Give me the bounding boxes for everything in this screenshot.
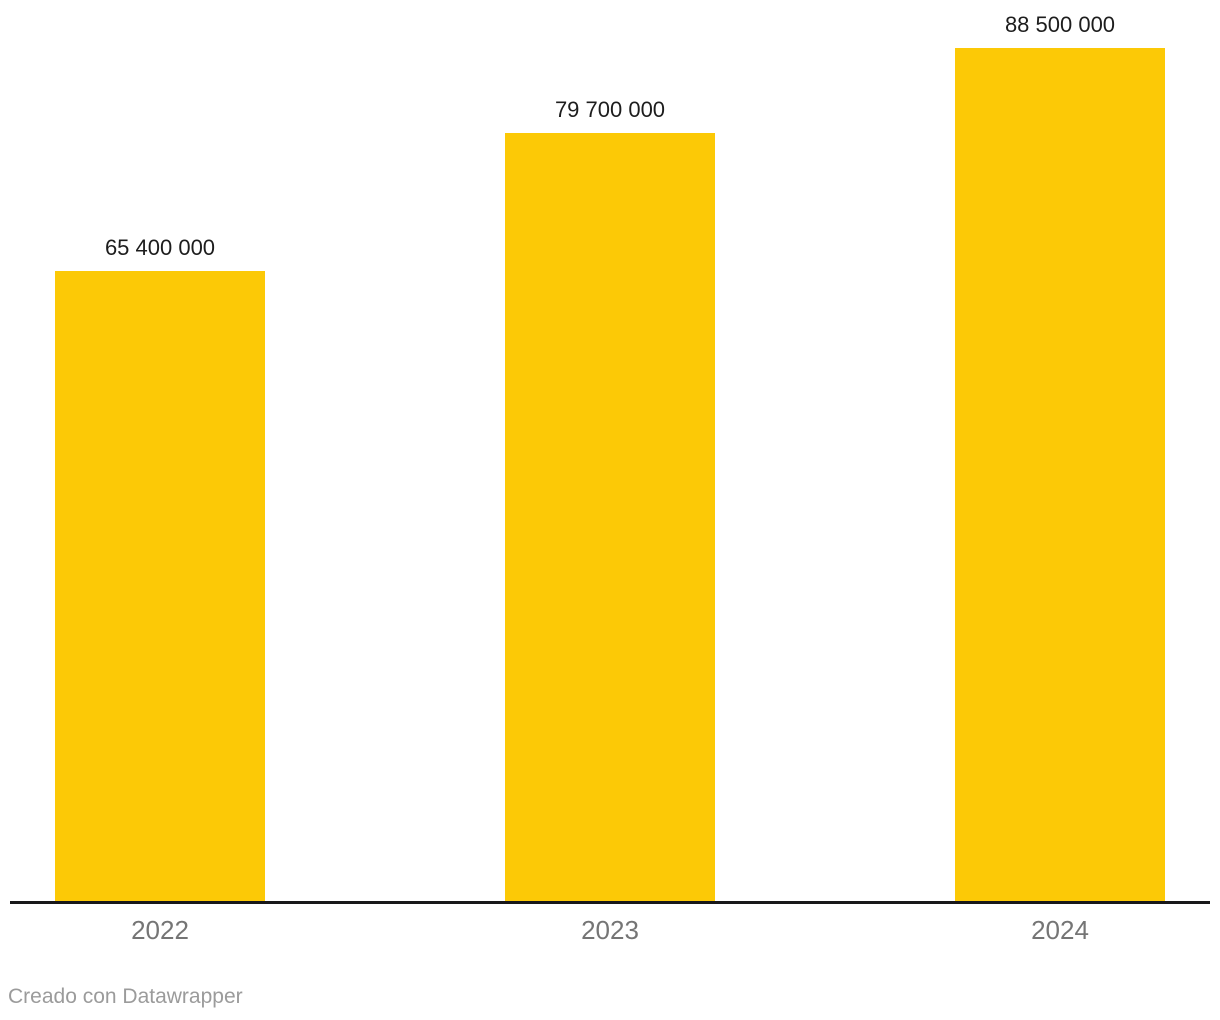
- x-tick-2022: 2022: [131, 915, 189, 945]
- bar-2022: [55, 271, 265, 901]
- bar-group-2022: 65 400 000: [55, 235, 265, 901]
- x-axis-line: [10, 901, 1210, 904]
- value-label-2024: 88 500 000: [1004, 12, 1116, 37]
- bar-group-2023: 79 700 000: [505, 97, 715, 901]
- bar-2023: [505, 133, 715, 901]
- x-tick-2024: 2024: [1031, 915, 1089, 945]
- x-tick-2023: 2023: [581, 915, 639, 945]
- datawrapper-attribution: Creado con Datawrapper: [8, 985, 243, 1008]
- value-label-2023: 79 700 000: [554, 97, 666, 122]
- value-label-2022: 65 400 000: [104, 235, 216, 260]
- bar-2024: [955, 48, 1165, 901]
- bar-group-2024: 88 500 000: [955, 12, 1165, 901]
